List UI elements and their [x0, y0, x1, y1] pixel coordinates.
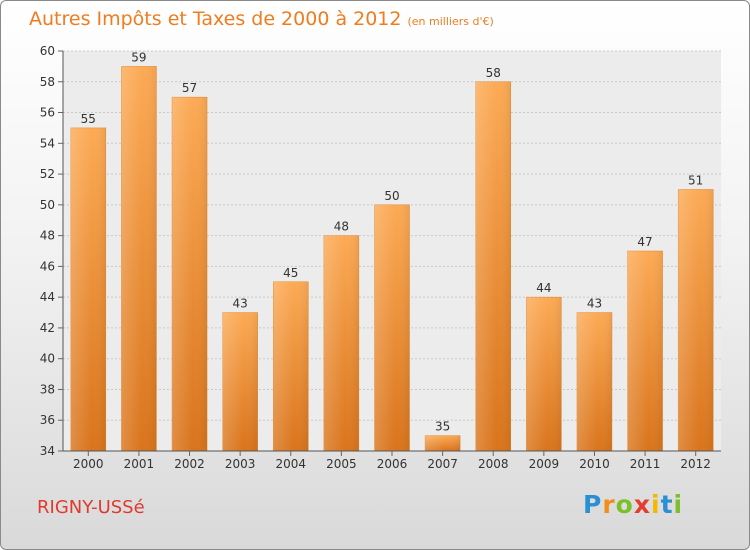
- x-tick-label: 2003: [225, 457, 256, 471]
- logo-letter: t: [660, 490, 674, 519]
- y-tick-label: 46: [40, 259, 55, 273]
- chart-unit: (en milliers d'€): [407, 15, 494, 28]
- bar-shine: [425, 435, 461, 451]
- x-tick-label: 2007: [427, 457, 458, 471]
- x-tick-label: 2000: [73, 457, 104, 471]
- bar-shine: [323, 235, 359, 451]
- data-label: 57: [182, 81, 197, 95]
- y-tick-label: 54: [40, 136, 55, 150]
- data-label: 51: [688, 173, 703, 187]
- data-label: 43: [233, 297, 248, 311]
- data-label: 50: [384, 189, 399, 203]
- proxiti-logo[interactable]: Proxiti: [583, 490, 683, 519]
- bar-shine: [627, 251, 663, 451]
- logo-letter: P: [583, 490, 603, 519]
- data-label: 55: [81, 112, 96, 126]
- y-tick-label: 56: [40, 106, 55, 120]
- bar-shine: [273, 281, 309, 451]
- y-tick-label: 58: [40, 75, 55, 89]
- data-label: 58: [486, 66, 501, 80]
- data-label: 47: [637, 235, 652, 249]
- x-tick-label: 2009: [529, 457, 560, 471]
- y-tick-label: 42: [40, 321, 55, 335]
- bar-shine: [526, 297, 562, 451]
- chart-title: Autres Impôts et Taxes de 2000 à 2012 (en…: [29, 8, 494, 30]
- x-tick-label: 2012: [680, 457, 711, 471]
- logo-letter: x: [633, 490, 651, 519]
- logo-letter: o: [615, 490, 634, 519]
- x-tick-label: 2005: [326, 457, 357, 471]
- bar-shine: [222, 312, 258, 451]
- data-label: 35: [435, 420, 450, 434]
- logo-letter: r: [602, 490, 616, 519]
- y-tick-label: 50: [40, 198, 55, 212]
- y-tick-label: 44: [40, 290, 55, 304]
- data-label: 43: [587, 297, 602, 311]
- data-label: 44: [536, 281, 551, 295]
- x-tick-label: 2001: [124, 457, 155, 471]
- bar-shine: [121, 66, 157, 451]
- logo-letter: i: [651, 490, 661, 519]
- y-tick-label: 34: [40, 444, 55, 458]
- logo-letter: i: [673, 490, 684, 519]
- x-tick-label: 2002: [174, 457, 205, 471]
- y-tick-label: 52: [40, 167, 55, 181]
- bar-shine: [172, 97, 208, 452]
- data-label: 59: [131, 50, 146, 64]
- bar-shine: [475, 81, 511, 452]
- y-tick-label: 60: [40, 44, 55, 58]
- bar-shine: [678, 189, 714, 451]
- x-tick-label: 2008: [478, 457, 509, 471]
- y-tick-label: 38: [40, 382, 55, 396]
- bar-shine: [374, 204, 410, 451]
- y-tick-label: 48: [40, 229, 55, 243]
- data-label: 48: [334, 220, 349, 234]
- x-tick-label: 2011: [630, 457, 661, 471]
- bar-shine: [576, 312, 612, 451]
- bar-shine: [70, 127, 106, 451]
- x-tick-label: 2004: [275, 457, 306, 471]
- data-label: 45: [283, 266, 298, 280]
- chart-title-text: Autres Impôts et Taxes de 2000 à 2012: [29, 8, 402, 30]
- y-tick-label: 40: [40, 352, 55, 366]
- x-tick-label: 2006: [377, 457, 408, 471]
- x-tick-label: 2010: [579, 457, 610, 471]
- city-name: RIGNY-USSé: [37, 497, 145, 518]
- y-tick-label: 36: [40, 413, 55, 427]
